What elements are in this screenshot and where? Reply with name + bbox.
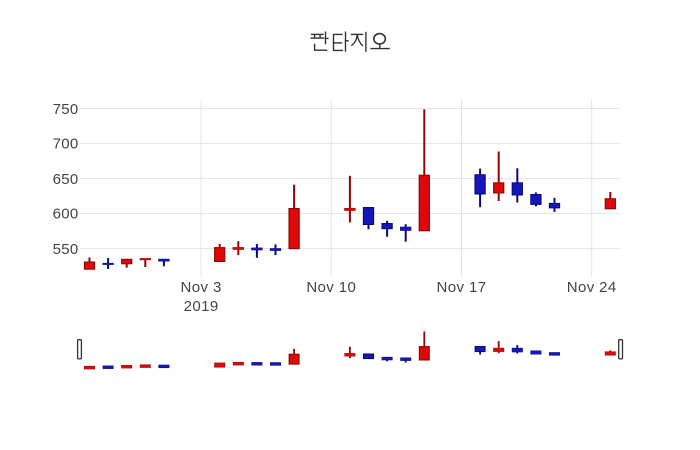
svg-text:Nov 24: Nov 24 [567, 279, 617, 296]
svg-text:Nov 3: Nov 3 [181, 279, 222, 296]
svg-text:2019: 2019 [184, 298, 219, 315]
svg-text:600: 600 [53, 206, 79, 223]
svg-text:750: 750 [53, 101, 79, 118]
svg-text:650: 650 [53, 171, 79, 188]
svg-text:Nov 17: Nov 17 [437, 279, 487, 296]
svg-text:700: 700 [53, 136, 79, 153]
svg-text:Nov 10: Nov 10 [306, 279, 356, 296]
svg-text:550: 550 [53, 241, 79, 258]
